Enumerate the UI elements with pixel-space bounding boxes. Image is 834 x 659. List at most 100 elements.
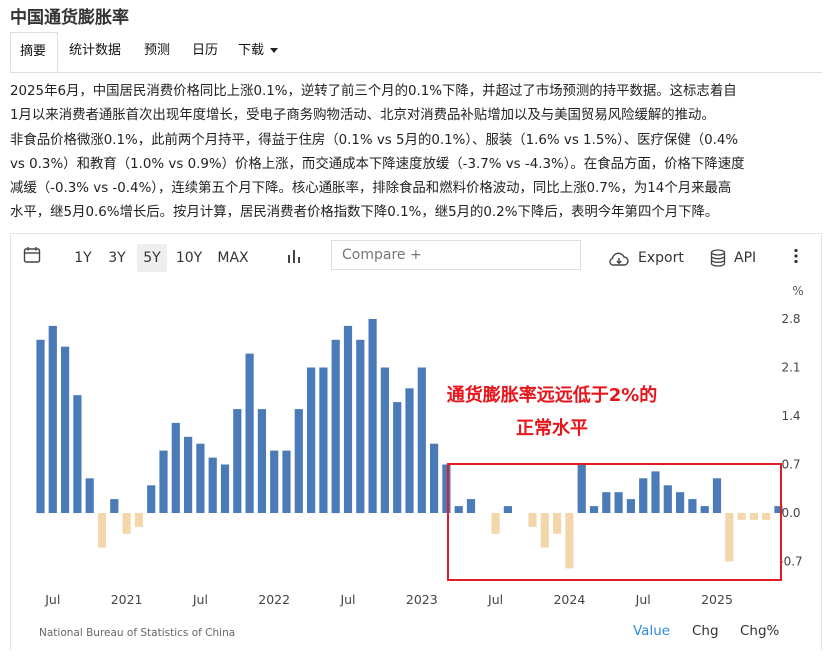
bar-2023-03[interactable] [442, 464, 451, 514]
bar-2021-06[interactable] [184, 436, 193, 513]
bar-2022-07[interactable] [343, 325, 353, 513]
source-label: National Bureau of Statistics of China [39, 627, 236, 639]
tab-summary[interactable]: 摘要 [10, 32, 58, 72]
description-line: 2025年6月，中国居民消费价格同比上涨0.1%，逆转了前三个月的0.1%下降，… [10, 84, 737, 99]
bar-2022-05[interactable] [319, 367, 328, 514]
compare-input[interactable]: Compare + [331, 240, 581, 270]
bar-2022-09[interactable] [368, 319, 377, 513]
bar-2024-04[interactable] [602, 492, 611, 513]
bar-2023-10[interactable] [528, 513, 537, 527]
bar-2021-03[interactable] [147, 485, 156, 513]
bar-2020-08[interactable] [61, 346, 70, 513]
api-button[interactable]: API [708, 244, 768, 272]
x-tick-label: Jul [192, 592, 208, 607]
annotation-line-1: 通货膨胀率远远低于2%的 [447, 384, 658, 406]
y-tick-label: 2.1 [781, 360, 800, 374]
calendar-icon[interactable] [23, 246, 41, 268]
bar-2025-01[interactable] [712, 478, 722, 513]
bar-2025-03[interactable] [737, 513, 746, 520]
bar-2022-03[interactable] [294, 409, 303, 513]
bar-2025-04[interactable] [749, 513, 758, 520]
bar-2022-08[interactable] [356, 339, 365, 514]
bar-2024-09[interactable] [663, 485, 672, 513]
more-options-icon[interactable] [793, 248, 799, 268]
bar-2024-06[interactable] [626, 499, 635, 513]
range-1y-button[interactable]: 1Y [74, 250, 92, 266]
bar-2024-11[interactable] [688, 499, 697, 513]
bar-2021-07[interactable] [196, 443, 205, 513]
bar-2020-11[interactable] [97, 513, 107, 548]
bar-2025-02[interactable] [725, 513, 734, 562]
bar-2022-06[interactable] [331, 339, 340, 514]
range-max-button[interactable]: MAX [217, 250, 249, 266]
description-line: 非食品价格微涨0.1%，此前两个月持平，得益于住房（0.1% vs 5月的0.1… [10, 132, 739, 148]
bar-2021-02[interactable] [134, 513, 143, 527]
bar-2024-05[interactable] [614, 492, 623, 513]
x-axis-labels: Jul 2021 Jul 2022 Jul 2023 Jul 2024 Jul 2025 [44, 592, 733, 607]
tab-download[interactable]: 下载 [229, 32, 287, 72]
mode-chg-button[interactable]: Chg [692, 623, 719, 639]
bar-2023-04[interactable] [454, 506, 463, 513]
bar-2021-05[interactable] [171, 422, 180, 513]
bar-2024-10[interactable] [676, 492, 685, 513]
bar-2025-05[interactable] [762, 513, 771, 520]
bar-2022-10[interactable] [380, 367, 389, 514]
inflation-chart: 2.8 2.1 1.4 0.7 0.0 -0.7 Jul 2021 Jul 2022 Jul 202… [36, 284, 804, 607]
range-5y-button[interactable]: 5Y [137, 244, 167, 272]
mode-value-button[interactable]: Value [633, 623, 671, 639]
range-10y-button[interactable]: 10Y [175, 250, 203, 266]
bar-2024-08[interactable] [651, 471, 660, 513]
bars-group [36, 319, 783, 569]
bar-2024-03[interactable] [589, 506, 599, 513]
x-tick-label: 2023 [406, 592, 438, 607]
mode-chg-pct-button[interactable]: Chg% [740, 623, 780, 639]
export-button[interactable]: Export [606, 244, 686, 272]
x-tick-label: Jul [44, 592, 60, 607]
tab-calendar[interactable]: 日历 [192, 43, 219, 58]
y-tick-label: 1.4 [781, 409, 800, 423]
bar-2023-12[interactable] [553, 513, 562, 534]
bar-2021-08[interactable] [208, 457, 217, 513]
bar-2021-10[interactable] [233, 409, 242, 513]
tab-bar: 摘要 统计数据 预测 日历 下载 [10, 32, 822, 73]
bar-2021-04[interactable] [159, 450, 168, 513]
x-tick-label: Jul [339, 592, 355, 607]
bar-2020-07[interactable] [48, 325, 57, 513]
bar-2024-07[interactable] [639, 478, 648, 513]
range-3y-button[interactable]: 3Y [108, 250, 126, 266]
bar-2020-06[interactable] [36, 339, 45, 514]
description-line: 减缓（-0.3% vs -0.4%），连续第五个月下降。核心通胀率，排除食品和燃… [10, 181, 732, 197]
bar-2020-09[interactable] [73, 395, 82, 513]
page-title: 中国通货膨胀率 [10, 8, 129, 28]
chart-panel: 1Y 3Y 5Y 10Y MAX Compare + Export API 2.… [10, 233, 822, 650]
bar-2023-11[interactable] [540, 513, 549, 548]
bar-2025-06[interactable] [774, 506, 783, 513]
bar-2023-01[interactable] [417, 367, 426, 514]
bar-2021-12[interactable] [257, 409, 266, 513]
cloud-download-icon [608, 249, 630, 277]
bar-2022-11[interactable] [393, 402, 402, 513]
bar-2023-07[interactable] [491, 513, 500, 534]
export-label: Export [638, 250, 684, 266]
bar-2021-11[interactable] [245, 353, 254, 513]
bar-2022-04[interactable] [307, 367, 316, 514]
bar-2023-02[interactable] [430, 443, 439, 513]
y-tick-label: 2.8 [781, 312, 800, 326]
bar-chart-icon[interactable] [286, 248, 302, 268]
bar-2023-05[interactable] [466, 499, 476, 513]
bar-2024-02[interactable] [577, 464, 586, 514]
bar-2022-02[interactable] [282, 450, 291, 513]
bar-2024-01[interactable] [565, 513, 574, 569]
bar-2022-01[interactable] [270, 450, 279, 513]
bar-2023-08[interactable] [503, 506, 512, 513]
tab-forecast[interactable]: 预测 [144, 43, 171, 58]
tab-download-label: 下载 [238, 43, 265, 58]
bar-2022-12[interactable] [405, 388, 414, 513]
bar-2020-12[interactable] [110, 499, 119, 513]
bar-2021-01[interactable] [122, 513, 131, 534]
y-axis-labels: 2.8 2.1 1.4 0.7 0.0 -0.7 [779, 312, 802, 569]
bar-2024-12[interactable] [700, 506, 709, 513]
bar-2021-09[interactable] [220, 464, 230, 514]
tab-statistics[interactable]: 统计数据 [69, 43, 122, 58]
bar-2020-10[interactable] [85, 478, 94, 513]
